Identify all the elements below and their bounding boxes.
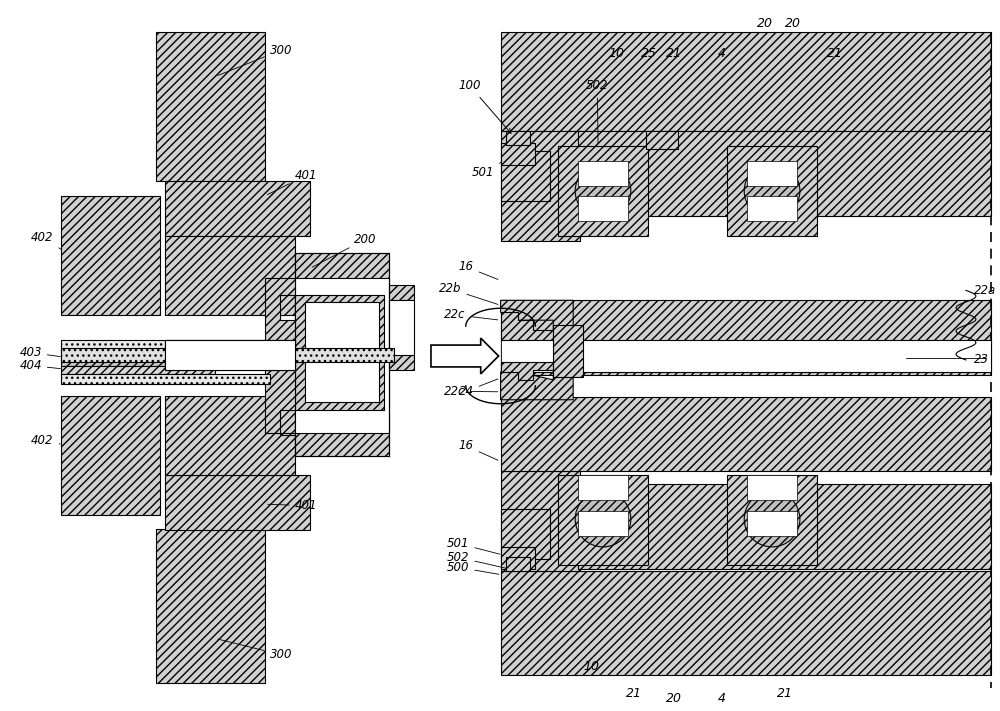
Text: 16: 16	[459, 260, 498, 279]
Text: 501: 501	[472, 162, 501, 179]
Bar	[553, 325, 583, 377]
Bar	[578, 132, 991, 215]
Bar	[61, 366, 215, 374]
Text: 22c: 22c	[444, 385, 498, 397]
Text: 502: 502	[447, 551, 506, 568]
Bar	[61, 352, 270, 366]
Bar	[389, 300, 414, 355]
Text: 25: 25	[641, 47, 657, 60]
Bar	[578, 196, 628, 220]
Bar	[295, 252, 389, 456]
Text: 402: 402	[31, 434, 60, 447]
Bar	[501, 340, 991, 372]
Bar	[501, 132, 580, 240]
Text: 4: 4	[717, 47, 725, 60]
Bar	[305, 302, 379, 402]
Polygon shape	[646, 132, 678, 149]
Bar	[578, 476, 628, 500]
Bar	[61, 196, 160, 315]
Text: 24: 24	[459, 379, 498, 397]
Bar	[165, 340, 295, 370]
Bar	[578, 484, 991, 569]
Bar	[501, 32, 991, 132]
Bar	[506, 557, 530, 571]
Polygon shape	[265, 279, 295, 434]
Text: 10: 10	[608, 47, 624, 60]
Bar	[501, 571, 991, 675]
Text: 401: 401	[268, 499, 317, 512]
Bar	[61, 348, 394, 362]
Text: 23: 23	[974, 353, 989, 366]
Bar	[747, 511, 797, 536]
Bar	[727, 476, 817, 565]
Text: 21: 21	[626, 687, 642, 700]
Text: 300: 300	[218, 639, 292, 661]
Bar	[501, 397, 991, 471]
Polygon shape	[501, 312, 553, 340]
Text: 200: 200	[312, 232, 377, 267]
Polygon shape	[501, 370, 573, 400]
FancyArrow shape	[431, 338, 499, 374]
Text: 21: 21	[827, 47, 843, 60]
Text: 501: 501	[447, 537, 500, 554]
Circle shape	[744, 163, 800, 219]
Text: 502: 502	[586, 80, 609, 144]
Text: 100: 100	[459, 80, 511, 133]
Bar	[61, 374, 270, 384]
Polygon shape	[501, 300, 573, 330]
Text: 22b: 22b	[439, 282, 498, 304]
Bar	[506, 132, 530, 145]
Bar	[501, 151, 550, 201]
Bar	[578, 161, 628, 186]
Bar	[501, 547, 535, 569]
Bar	[501, 143, 535, 165]
Bar	[165, 181, 310, 235]
Bar	[727, 146, 817, 235]
Bar	[295, 295, 384, 410]
Text: 21: 21	[777, 687, 793, 700]
Bar	[165, 396, 295, 476]
Bar	[501, 300, 991, 375]
Polygon shape	[389, 285, 414, 370]
Bar	[501, 340, 553, 362]
Bar	[747, 161, 797, 186]
Bar	[558, 146, 648, 235]
Text: 22c: 22c	[444, 308, 498, 321]
Text: 4: 4	[717, 692, 725, 705]
Text: 10: 10	[583, 660, 599, 673]
Bar	[156, 529, 265, 683]
Bar	[165, 476, 310, 530]
Circle shape	[744, 491, 800, 547]
Text: 300: 300	[218, 43, 292, 75]
Circle shape	[575, 163, 631, 219]
Bar	[61, 340, 270, 352]
Text: 22a: 22a	[974, 284, 996, 297]
Bar	[61, 396, 160, 515]
Bar	[558, 476, 648, 565]
Bar	[747, 196, 797, 220]
Bar	[165, 235, 295, 315]
Text: 20: 20	[757, 17, 773, 31]
Text: 16: 16	[459, 439, 498, 460]
Text: 500: 500	[447, 561, 499, 574]
Text: 401: 401	[267, 169, 317, 195]
Bar	[295, 279, 389, 432]
Bar	[501, 509, 550, 559]
Bar	[156, 32, 265, 181]
Text: 21: 21	[666, 47, 682, 60]
Text: 404: 404	[19, 359, 60, 372]
Bar	[501, 471, 580, 571]
Text: 402: 402	[31, 230, 61, 249]
Circle shape	[575, 491, 631, 547]
Text: 20: 20	[785, 17, 801, 31]
Bar	[578, 511, 628, 536]
Text: 20: 20	[666, 692, 682, 705]
Bar	[165, 340, 295, 370]
Polygon shape	[501, 362, 553, 380]
Bar	[747, 476, 797, 500]
Text: 403: 403	[19, 346, 60, 359]
